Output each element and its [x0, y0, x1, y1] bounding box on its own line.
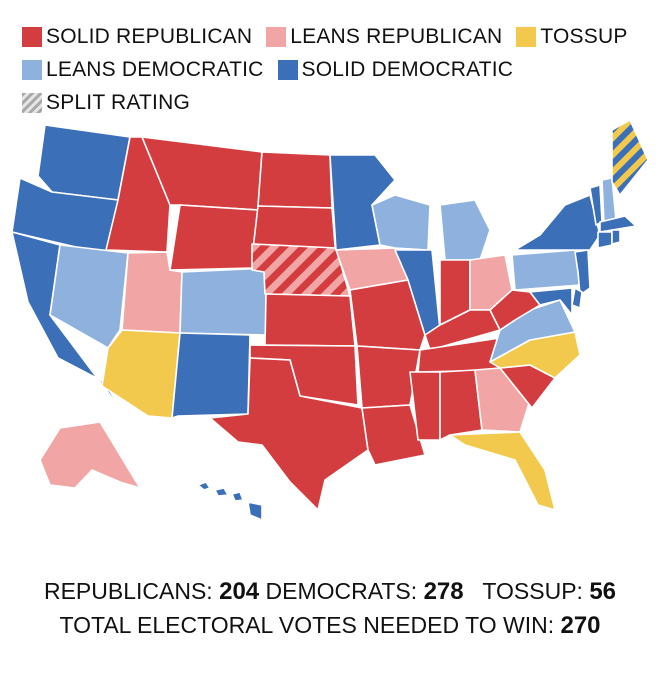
state-wi — [371, 194, 431, 251]
state-ga — [474, 367, 531, 433]
leans-republican-swatch — [266, 26, 287, 47]
legend-item-tossup: TOSSUP — [516, 25, 627, 49]
state-nm — [171, 332, 251, 419]
state-ri — [611, 229, 621, 245]
state-co — [179, 267, 267, 336]
state-wa — [37, 124, 131, 201]
legend-item-solid-republican: SOLID REPUBLICAN — [22, 25, 252, 49]
state-az — [101, 329, 181, 419]
state-wy — [169, 204, 259, 271]
tossup-label: TOSSUP: — [482, 578, 583, 604]
legend-item-solid-democratic: SOLID DEMOCRATIC — [277, 57, 514, 82]
solid-democratic-swatch — [277, 59, 298, 80]
state-hi — [197, 481, 263, 521]
legend-label: SPLIT RATING — [46, 90, 190, 114]
state-ne — [251, 243, 351, 297]
votes-needed-label: TOTAL ELECTORAL VOTES NEEDED TO WIN: — [59, 612, 555, 638]
state-al — [439, 369, 483, 441]
votes-needed: TOTAL ELECTORAL VOTES NEEDED TO WIN: 270 — [0, 612, 660, 640]
leans-democratic-swatch — [22, 59, 42, 80]
state-me — [611, 119, 649, 196]
republicans-label: REPUBLICANS: — [43, 578, 213, 604]
republicans-value: 204 — [219, 578, 260, 605]
state-ak — [39, 421, 141, 489]
democrats-label: DEMOCRATS: — [265, 578, 418, 604]
votes-needed-value: 270 — [560, 612, 601, 639]
legend-item-split-rating: SPLIT RATING — [22, 91, 190, 115]
state-nj — [574, 249, 591, 296]
state-mo — [349, 279, 426, 351]
democrats-value: 278 — [423, 578, 464, 605]
state-la — [361, 404, 426, 466]
electoral-totals: REPUBLICANS: 204 DEMOCRATS: 278 TOSSUP: … — [0, 578, 660, 606]
legend-label: LEANS REPUBLICAN — [290, 24, 503, 48]
state-tx — [209, 357, 369, 511]
tossup-swatch — [516, 26, 537, 47]
legend-row: SOLID REPUBLICAN LEANS REPUBLICAN TOSSUP — [22, 20, 652, 53]
legend-item-leans-republican: LEANS REPUBLICAN — [266, 25, 502, 49]
state-ks — [264, 293, 356, 347]
state-ma — [599, 215, 637, 233]
state-mi — [439, 199, 491, 261]
state-md — [529, 287, 573, 316]
us-electoral-map — [11, 119, 649, 521]
split-rating-swatch — [22, 92, 42, 113]
legend-row: SPLIT RATING — [22, 86, 652, 119]
state-ny — [514, 194, 601, 251]
legend-label: TOSSUP — [540, 24, 628, 48]
solid-republican-swatch — [22, 26, 42, 47]
legend-item-leans-democratic: LEANS DEMOCRATIC — [22, 58, 264, 82]
map-legend: SOLID REPUBLICAN LEANS REPUBLICAN TOSSUP… — [22, 20, 652, 119]
state-ct — [597, 231, 613, 249]
legend-label: LEANS DEMOCRATIC — [46, 57, 264, 81]
state-pa — [511, 249, 581, 291]
legend-row: LEANS DEMOCRATIC SOLID DEMOCRATIC — [22, 53, 652, 86]
tossup-value: 56 — [589, 578, 617, 605]
legend-label: SOLID REPUBLICAN — [46, 24, 253, 48]
state-fl — [449, 431, 556, 511]
state-de — [571, 287, 583, 309]
state-nd — [257, 151, 333, 209]
legend-label: SOLID DEMOCRATIC — [301, 57, 514, 81]
